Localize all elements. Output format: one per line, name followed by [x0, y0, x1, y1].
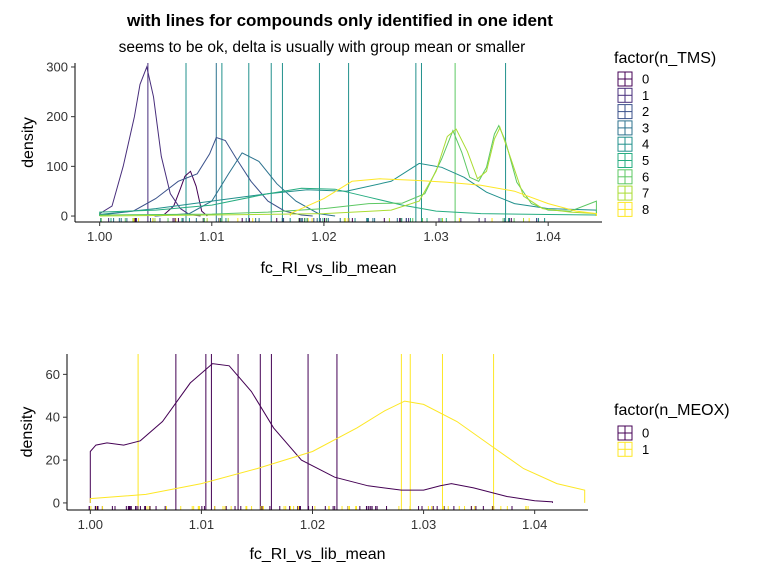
legend-label-0: 0 [642, 426, 649, 441]
x-tick-label: 1.04 [536, 229, 561, 244]
density-curve-3 [155, 152, 336, 217]
y-tick-label: 0 [61, 209, 68, 224]
y-tick-label: 100 [46, 159, 68, 174]
y-axis-label: density [20, 117, 37, 168]
legend-label-2: 2 [642, 104, 649, 119]
legend-title: factor(n_MEOX) [614, 402, 730, 419]
legend: factor(n_MEOX) 01 [614, 402, 730, 457]
x-tick-label: 1.04 [522, 517, 547, 532]
legend-label-1: 1 [642, 88, 649, 103]
x-tick-label: 1.02 [311, 229, 336, 244]
x-tick-label: 1.01 [199, 229, 224, 244]
legend-label-8: 8 [642, 202, 649, 217]
y-tick-label: 200 [46, 109, 68, 124]
density-curve-1 [99, 65, 201, 217]
rug-marks [88, 506, 529, 510]
density-curve-4 [99, 162, 597, 216]
density-curve-6 [99, 124, 597, 216]
panel-meox: 1.00 1.01 1.02 1.03 1.04 0 20 40 60 fc_RI_vs_lib_… [19, 354, 730, 563]
legend-label-0: 0 [642, 72, 649, 87]
chart-title: with lines for compounds only identified… [126, 11, 553, 30]
legend-label-5: 5 [642, 153, 649, 168]
x-tick-label: 1.03 [411, 517, 436, 532]
chart-subtitle: seems to be ok, delta is usually with gr… [119, 39, 526, 56]
legend-label-7: 7 [642, 186, 649, 201]
rug-marks [100, 218, 546, 222]
x-axis-label: fc_RI_vs_lib_mean [260, 260, 396, 277]
density-curve-2 [99, 136, 313, 217]
y-tick-label: 300 [46, 59, 68, 74]
y-tick-label: 60 [46, 367, 60, 382]
density-curve-1 [89, 400, 586, 503]
x-tick-label: 1.01 [189, 517, 214, 532]
x-tick-label: 1.00 [87, 229, 112, 244]
legend-label-4: 4 [642, 137, 649, 152]
x-tick-label: 1.03 [423, 229, 448, 244]
x-tick-label: 1.00 [78, 517, 103, 532]
density-curve-5 [99, 187, 597, 216]
legend-label-1: 1 [642, 442, 649, 457]
legend-label-3: 3 [642, 120, 649, 135]
legend-title: factor(n_TMS) [614, 50, 716, 67]
panel-tms: seems to be ok, delta is usually with gr… [20, 39, 716, 277]
y-axis-label: density [19, 407, 36, 458]
legend-label-6: 6 [642, 169, 649, 184]
density-curve-8 [289, 178, 597, 216]
y-tick-label: 20 [46, 453, 60, 468]
y-tick-label: 40 [46, 410, 60, 425]
x-tick-label: 1.02 [300, 517, 325, 532]
x-axis-label: fc_RI_vs_lib_mean [249, 546, 385, 563]
density-curve-0 [89, 363, 553, 503]
y-tick-label: 0 [53, 495, 60, 510]
density-curve-7 [99, 126, 597, 217]
